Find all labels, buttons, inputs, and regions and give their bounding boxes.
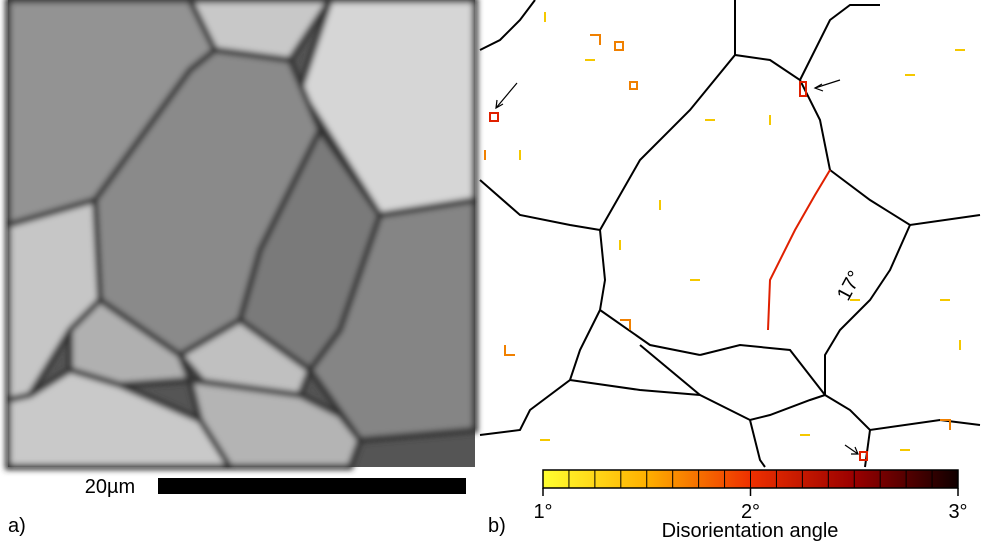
low-angle-marks (520, 12, 965, 450)
arrows (496, 80, 858, 454)
colorbar-title: Disorientation angle (662, 520, 839, 542)
boundary-map (480, 0, 980, 467)
angle-annotation: 17° (833, 267, 867, 304)
colorbar-tick-label: 3° (948, 501, 967, 523)
colorbar-tick-label: 2° (741, 501, 760, 523)
panel-label: b) (488, 515, 506, 537)
scale-label: 20µm (85, 476, 135, 498)
scale-bar (158, 478, 466, 494)
figure: 20µm a) (0, 0, 981, 547)
mid-angle-marks (485, 35, 950, 430)
micrograph (8, 0, 475, 467)
panel-label: a) (8, 515, 26, 537)
colorbar-tick-label: 1° (533, 501, 552, 523)
